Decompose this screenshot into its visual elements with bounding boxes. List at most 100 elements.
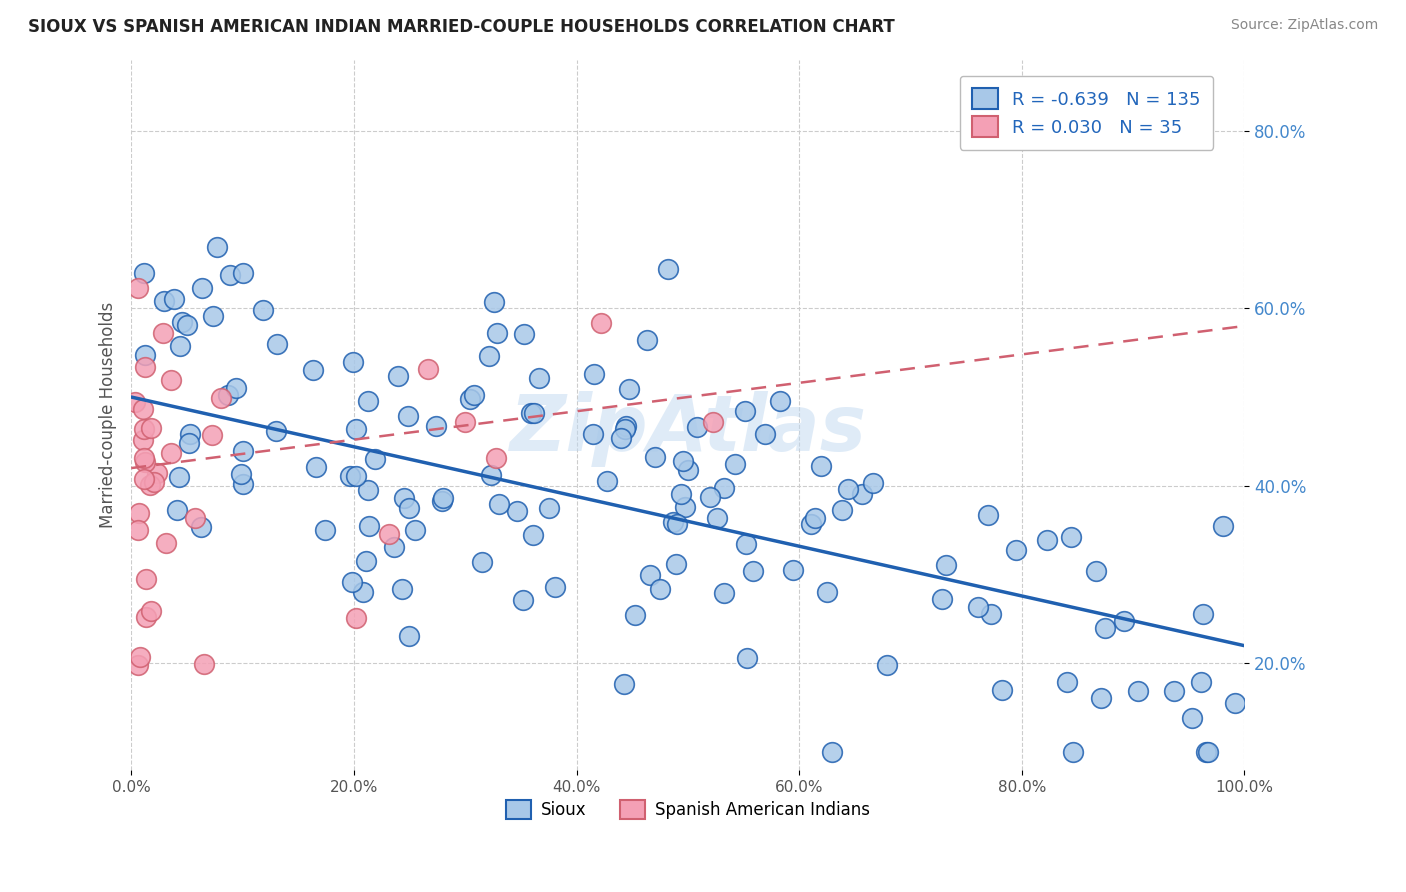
Point	[134, 348, 156, 362]
Point	[124, 395, 146, 409]
Point	[232, 266, 254, 280]
Point	[342, 355, 364, 369]
Point	[232, 444, 254, 458]
Point	[266, 337, 288, 351]
Point	[378, 527, 401, 541]
Point	[1126, 684, 1149, 698]
Point	[132, 433, 155, 447]
Point	[754, 427, 776, 442]
Point	[512, 593, 534, 607]
Point	[357, 483, 380, 497]
Point	[478, 349, 501, 363]
Point	[225, 381, 247, 395]
Point	[231, 467, 253, 482]
Point	[146, 467, 169, 481]
Point	[176, 318, 198, 332]
Point	[201, 428, 224, 442]
Point	[582, 426, 605, 441]
Point	[735, 536, 758, 550]
Point	[217, 388, 239, 402]
Point	[980, 607, 1002, 622]
Point	[344, 469, 367, 483]
Point	[139, 421, 162, 435]
Point	[252, 303, 274, 318]
Point	[205, 240, 228, 254]
Point	[876, 657, 898, 672]
Point	[782, 563, 804, 577]
Point	[152, 293, 174, 308]
Point	[139, 603, 162, 617]
Point	[671, 487, 693, 501]
Point	[800, 516, 823, 531]
Point	[862, 476, 884, 491]
Point	[699, 490, 721, 504]
Point	[172, 314, 194, 328]
Point	[135, 572, 157, 586]
Point	[471, 555, 494, 569]
Point	[134, 422, 156, 436]
Point	[1094, 621, 1116, 635]
Point	[650, 582, 672, 596]
Point	[166, 503, 188, 517]
Point	[591, 316, 613, 330]
Point	[706, 510, 728, 524]
Point	[132, 451, 155, 466]
Point	[152, 326, 174, 341]
Point	[160, 446, 183, 460]
Point	[506, 504, 529, 518]
Point	[432, 491, 454, 505]
Point	[523, 406, 546, 420]
Point	[167, 470, 190, 484]
Point	[463, 388, 485, 402]
Point	[485, 450, 508, 465]
Point	[155, 536, 177, 550]
Point	[636, 333, 658, 347]
Point	[1163, 684, 1185, 698]
Point	[582, 367, 605, 381]
Point	[396, 409, 419, 424]
Point	[391, 582, 413, 597]
Point	[966, 599, 988, 614]
Point	[1195, 745, 1218, 759]
Point	[128, 507, 150, 521]
Point	[935, 558, 957, 573]
Point	[851, 487, 873, 501]
Point	[666, 517, 689, 532]
Point	[177, 436, 200, 450]
Point	[522, 528, 544, 542]
Point	[657, 262, 679, 277]
Point	[488, 497, 510, 511]
Point	[1084, 564, 1107, 578]
Point	[160, 373, 183, 387]
Point	[1189, 675, 1212, 690]
Point	[357, 393, 380, 408]
Point	[837, 483, 859, 497]
Point	[734, 404, 756, 418]
Text: SIOUX VS SPANISH AMERICAN INDIAN MARRIED-COUPLE HOUSEHOLDS CORRELATION CHART: SIOUX VS SPANISH AMERICAN INDIAN MARRIED…	[28, 18, 894, 36]
Point	[537, 501, 560, 516]
Point	[169, 338, 191, 352]
Point	[990, 683, 1012, 698]
Point	[769, 394, 792, 409]
Point	[132, 402, 155, 417]
Point	[614, 418, 637, 433]
Point	[665, 557, 688, 571]
Point	[387, 368, 409, 383]
Point	[398, 629, 420, 643]
Point	[416, 362, 439, 376]
Point	[339, 469, 361, 483]
Point	[314, 523, 336, 537]
Point	[357, 519, 380, 533]
Point	[305, 460, 328, 475]
Point	[432, 493, 454, 508]
Point	[201, 310, 224, 324]
Point	[163, 292, 186, 306]
Point	[458, 392, 481, 406]
Point	[453, 415, 475, 429]
Point	[702, 415, 724, 429]
Point	[817, 585, 839, 599]
Point	[610, 431, 633, 445]
Point	[678, 463, 700, 477]
Text: Source: ZipAtlas.com: Source: ZipAtlas.com	[1230, 18, 1378, 32]
Point	[931, 592, 953, 607]
